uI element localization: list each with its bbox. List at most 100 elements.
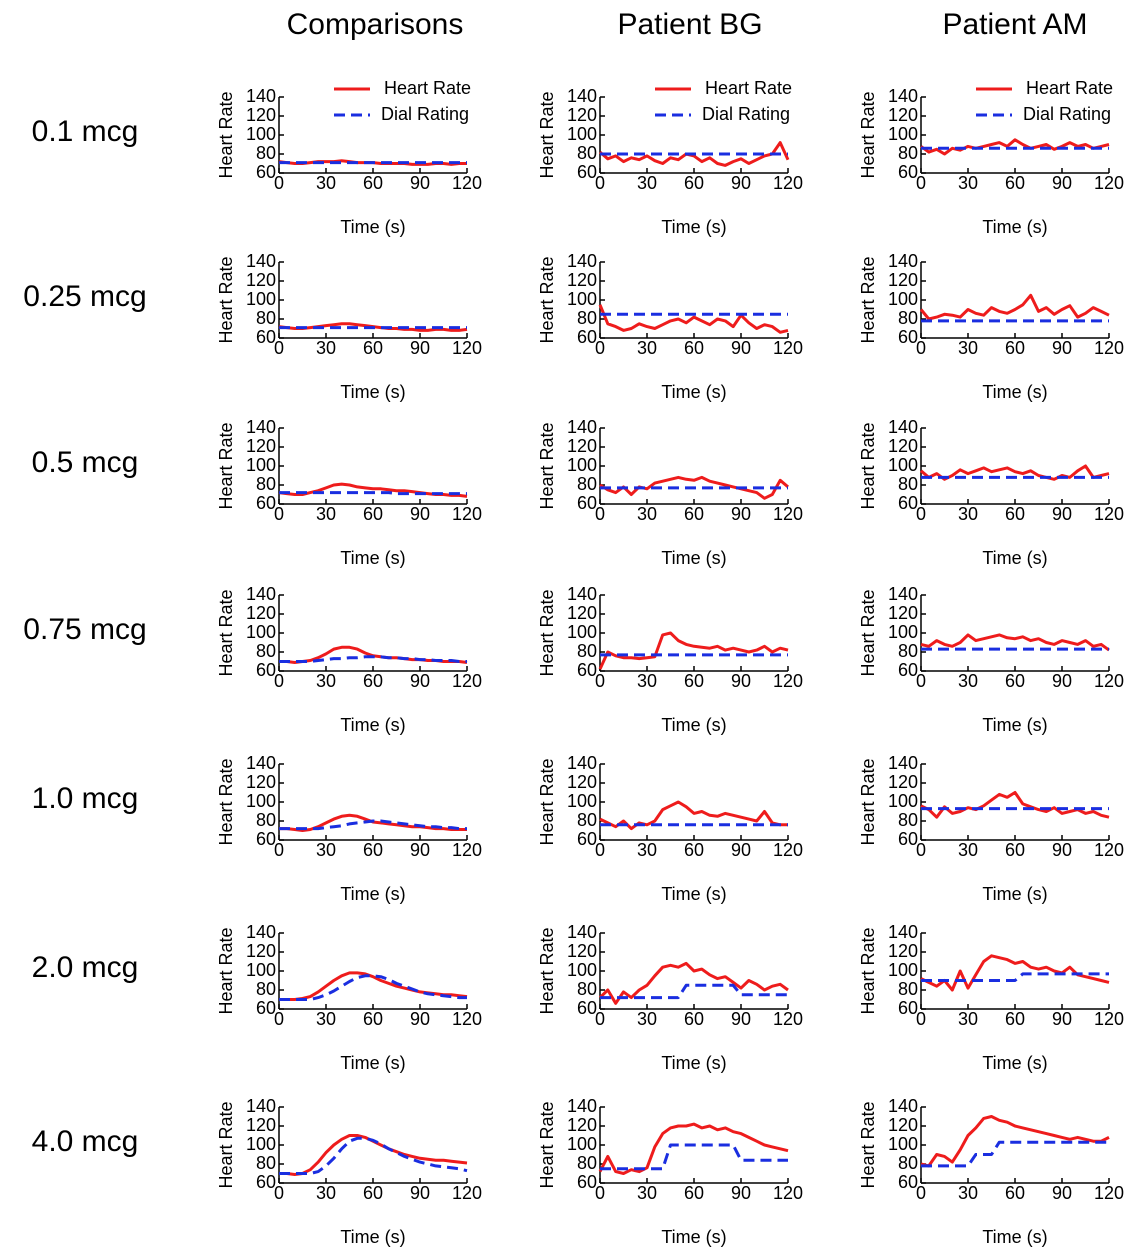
y-tick-label: 120 <box>567 772 597 792</box>
x-axis-label: Time (s) <box>661 715 726 735</box>
x-tick-label: 0 <box>916 671 926 691</box>
y-tick-label: 100 <box>246 289 276 309</box>
x-tick-label: 60 <box>363 504 383 524</box>
legend-label: Dial Rating <box>381 104 469 124</box>
y-tick-label: 80 <box>256 1153 276 1173</box>
y-tick-label: 100 <box>888 289 918 309</box>
y-tick-label: 120 <box>246 1115 276 1135</box>
y-axis-label: Heart Rate <box>537 927 557 1014</box>
y-tick-label: 120 <box>567 1115 597 1135</box>
y-axis-label: Heart Rate <box>216 758 236 845</box>
x-tick-label: 120 <box>773 840 803 860</box>
y-axis-label: Heart Rate <box>858 422 878 509</box>
y-tick-label: 80 <box>577 979 597 999</box>
x-tick-label: 90 <box>1052 1183 1072 1203</box>
x-tick-label: 60 <box>363 1183 383 1203</box>
y-tick-label: 80 <box>577 474 597 494</box>
y-axis-label: Heart Rate <box>216 422 236 509</box>
y-tick-label: 80 <box>577 810 597 830</box>
x-tick-label: 90 <box>410 504 430 524</box>
x-tick-label: 30 <box>958 671 978 691</box>
x-axis-label: Time (s) <box>982 548 1047 568</box>
x-tick-label: 30 <box>316 173 336 193</box>
y-axis-label: Heart Rate <box>216 589 236 676</box>
y-tick-label: 100 <box>246 791 276 811</box>
y-tick-label: 80 <box>256 474 276 494</box>
data-line <box>920 791 1110 819</box>
y-tick-label: 60 <box>577 1172 597 1192</box>
x-axis-label: Time (s) <box>340 1227 405 1247</box>
x-tick-label: 60 <box>684 173 704 193</box>
x-tick-label: 60 <box>363 1009 383 1029</box>
legend-label: Dial Rating <box>1023 104 1111 124</box>
y-tick-label: 80 <box>898 641 918 661</box>
x-tick-label: 30 <box>958 338 978 358</box>
x-tick-label: 60 <box>684 504 704 524</box>
x-tick-label: 90 <box>731 671 751 691</box>
y-tick-label: 120 <box>567 603 597 623</box>
y-tick-label: 100 <box>246 960 276 980</box>
y-tick-label: 60 <box>898 493 918 513</box>
y-tick-label: 140 <box>246 251 276 271</box>
y-tick-label: 100 <box>888 124 918 144</box>
x-tick-label: 90 <box>731 338 751 358</box>
x-axis-label: Time (s) <box>340 715 405 735</box>
x-tick-label: 0 <box>595 840 605 860</box>
x-tick-label: 30 <box>637 173 657 193</box>
y-axis-label: Heart Rate <box>858 1101 878 1188</box>
x-tick-label: 120 <box>773 504 803 524</box>
x-tick-label: 60 <box>363 671 383 691</box>
y-tick-label: 140 <box>888 922 918 942</box>
x-axis-label: Time (s) <box>661 1053 726 1073</box>
x-tick-label: 0 <box>595 173 605 193</box>
x-tick-label: 30 <box>316 840 336 860</box>
y-tick-label: 100 <box>888 622 918 642</box>
y-axis-label: Heart Rate <box>537 422 557 509</box>
x-tick-label: 120 <box>773 671 803 691</box>
y-tick-label: 80 <box>256 979 276 999</box>
x-tick-label: 60 <box>684 840 704 860</box>
x-tick-label: 120 <box>452 671 482 691</box>
y-tick-label: 60 <box>577 162 597 182</box>
y-tick-label: 120 <box>246 436 276 456</box>
y-tick-label: 60 <box>256 493 276 513</box>
y-axis-label: Heart Rate <box>216 927 236 1014</box>
x-tick-label: 90 <box>1052 1009 1072 1029</box>
y-tick-label: 80 <box>898 979 918 999</box>
y-tick-label: 100 <box>888 455 918 475</box>
x-tick-label: 0 <box>916 173 926 193</box>
x-tick-label: 0 <box>916 504 926 524</box>
x-axis-label: Time (s) <box>661 884 726 904</box>
x-tick-label: 120 <box>452 840 482 860</box>
data-line <box>599 800 788 831</box>
x-tick-label: 30 <box>637 504 657 524</box>
y-tick-label: 120 <box>888 105 918 125</box>
x-tick-label: 30 <box>316 504 336 524</box>
y-tick-label: 100 <box>567 791 597 811</box>
x-axis-label: Time (s) <box>982 1227 1047 1247</box>
y-tick-label: 100 <box>888 1134 918 1154</box>
row-label: 2.0 mcg <box>32 951 139 984</box>
x-tick-label: 60 <box>1005 840 1025 860</box>
row-label: 0.5 mcg <box>32 446 139 479</box>
y-tick-label: 80 <box>577 308 597 328</box>
data-line <box>598 1122 789 1175</box>
y-tick-label: 60 <box>256 162 276 182</box>
y-axis-label: Heart Rate <box>537 1101 557 1188</box>
y-tick-label: 140 <box>567 753 597 773</box>
legend-label: Heart Rate <box>1026 78 1113 98</box>
x-tick-label: 90 <box>731 173 751 193</box>
row-label: 0.75 mcg <box>23 613 146 646</box>
y-tick-label: 80 <box>577 1153 597 1173</box>
x-tick-label: 0 <box>595 1009 605 1029</box>
x-tick-label: 120 <box>773 1183 803 1203</box>
y-tick-label: 140 <box>246 753 276 773</box>
